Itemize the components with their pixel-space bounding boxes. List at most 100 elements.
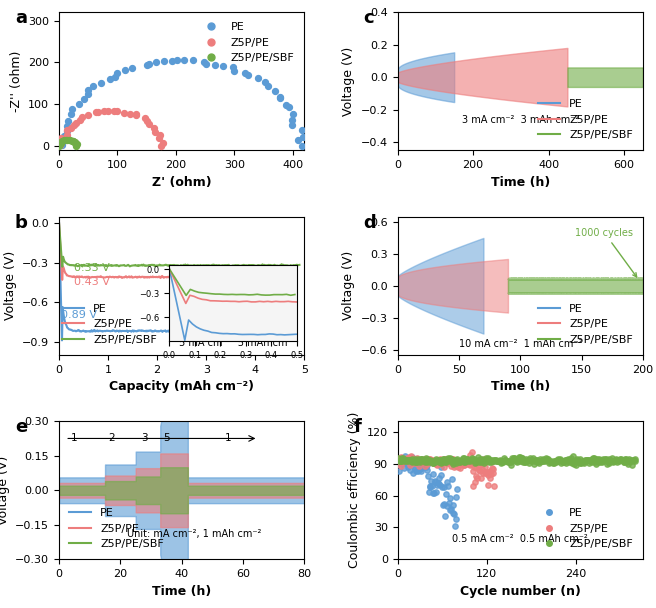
Point	[443, 498, 454, 508]
Point	[140, 113, 150, 123]
Point	[604, 458, 615, 468]
Point	[403, 455, 413, 465]
Point	[398, 455, 409, 465]
Point	[423, 455, 434, 465]
Point	[201, 59, 212, 69]
Point	[110, 72, 120, 82]
Point	[543, 455, 553, 465]
Point	[88, 81, 98, 91]
Point	[275, 92, 285, 102]
Point	[426, 455, 436, 465]
Point	[486, 469, 497, 479]
Point	[62, 130, 72, 140]
Point	[468, 466, 478, 475]
Point	[480, 462, 490, 472]
Point	[431, 487, 441, 497]
Point	[489, 455, 500, 465]
Point	[528, 456, 539, 466]
Point	[560, 455, 570, 465]
Point	[542, 455, 552, 465]
Point	[440, 456, 451, 466]
Point	[421, 457, 432, 467]
Point	[73, 99, 84, 109]
Point	[410, 455, 420, 465]
Point	[70, 137, 81, 147]
Point	[443, 457, 454, 466]
Point	[417, 454, 427, 464]
Point	[60, 135, 71, 145]
Text: Unit: mA cm⁻², 1 mAh cm⁻²: Unit: mA cm⁻², 1 mAh cm⁻²	[127, 530, 261, 539]
Point	[218, 61, 228, 71]
Point	[408, 457, 419, 466]
Text: 0.89 V: 0.89 V	[62, 310, 98, 320]
Text: 0.33 V: 0.33 V	[73, 263, 110, 272]
Point	[407, 457, 418, 467]
Point	[437, 457, 447, 467]
Point	[54, 140, 64, 150]
Point	[575, 458, 586, 468]
Point	[409, 457, 419, 466]
Point	[438, 456, 449, 466]
Point	[576, 458, 586, 468]
Point	[243, 70, 253, 80]
Point	[480, 456, 491, 466]
Point	[606, 454, 617, 463]
Point	[155, 141, 166, 151]
Point	[474, 456, 484, 466]
Point	[453, 457, 463, 466]
Point	[412, 454, 422, 463]
Point	[394, 466, 404, 476]
Point	[478, 455, 488, 465]
Point	[400, 455, 410, 465]
Point	[99, 106, 110, 116]
Point	[66, 123, 76, 133]
Point	[405, 457, 416, 467]
Point	[63, 135, 73, 145]
Point	[468, 455, 479, 465]
Point	[409, 458, 420, 468]
Point	[398, 458, 408, 468]
Point	[91, 108, 101, 117]
Point	[596, 455, 607, 465]
Point	[630, 454, 640, 464]
Point	[415, 466, 426, 476]
Point	[443, 455, 454, 465]
Point	[496, 458, 506, 468]
Point	[600, 454, 611, 463]
Point	[422, 461, 432, 471]
Point	[488, 468, 499, 478]
Point	[57, 136, 68, 145]
Point	[409, 454, 419, 464]
Point	[493, 456, 503, 466]
Point	[558, 456, 569, 466]
Point	[404, 454, 415, 464]
Point	[436, 471, 447, 480]
Point	[494, 457, 504, 466]
Point	[420, 462, 431, 472]
Point	[397, 454, 407, 464]
Point	[405, 455, 415, 465]
Point	[410, 454, 420, 464]
Point	[628, 455, 638, 465]
Point	[476, 457, 486, 467]
Point	[598, 456, 608, 466]
Point	[420, 461, 430, 471]
Point	[491, 455, 501, 465]
Point	[537, 454, 548, 463]
Point	[530, 455, 541, 465]
Point	[594, 457, 605, 467]
Point	[407, 454, 418, 463]
Point	[419, 458, 430, 468]
Legend: PE, Z5P/PE, Z5P/PE/SBF: PE, Z5P/PE, Z5P/PE/SBF	[533, 299, 638, 349]
Point	[552, 455, 562, 465]
Text: 0.5 mA cm⁻²  0.5 mAh cm⁻²: 0.5 mA cm⁻² 0.5 mAh cm⁻²	[453, 534, 588, 544]
Point	[457, 456, 468, 466]
Point	[485, 455, 496, 465]
Point	[66, 136, 77, 145]
Point	[446, 504, 457, 514]
Point	[422, 458, 432, 468]
Point	[77, 112, 87, 122]
Point	[444, 453, 455, 463]
Point	[519, 457, 529, 466]
Point	[415, 456, 426, 466]
